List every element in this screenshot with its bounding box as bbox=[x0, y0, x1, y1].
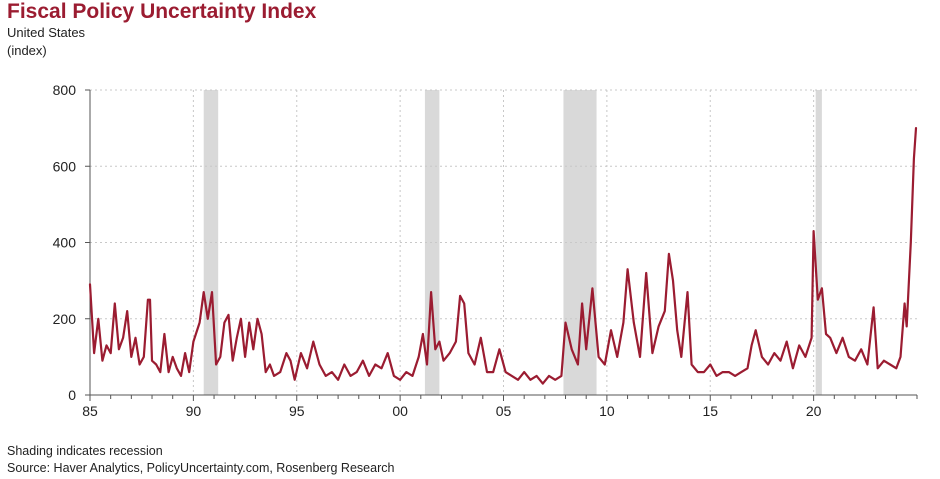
x-tick-label-4: 05 bbox=[496, 403, 512, 419]
x-tick-label-3: 00 bbox=[392, 403, 408, 419]
series-group bbox=[88, 127, 918, 385]
y-tick-label-0: 0 bbox=[68, 387, 76, 403]
y-tick-label-4: 800 bbox=[53, 82, 77, 98]
axes-group: 0 200 400 600 800 85 90 95 00 05 10 15 20 bbox=[53, 82, 918, 419]
x-tick-label-1: 90 bbox=[186, 403, 202, 419]
x-tick-label-7: 20 bbox=[806, 403, 822, 419]
chart-title: Fiscal Policy Uncertainty Index bbox=[7, 0, 317, 23]
series-line-0 bbox=[88, 127, 918, 385]
recession-note: Shading indicates recession bbox=[7, 444, 163, 458]
source-note: Source: Haver Analytics, PolicyUncertain… bbox=[7, 461, 395, 475]
x-tick-label-5: 10 bbox=[599, 403, 615, 419]
x-tick-label-0: 85 bbox=[82, 403, 98, 419]
x-tick-label-2: 95 bbox=[289, 403, 305, 419]
y-tick-label-2: 400 bbox=[53, 235, 77, 251]
y-tick-label-3: 600 bbox=[53, 158, 77, 174]
chart-subtitle: United States bbox=[7, 25, 86, 40]
x-tick-label-6: 15 bbox=[702, 403, 718, 419]
y-tick-label-1: 200 bbox=[53, 311, 77, 327]
line-chart: 0 200 400 600 800 85 90 95 00 05 10 15 20 bbox=[53, 82, 918, 419]
recession-band-3 bbox=[815, 90, 822, 395]
chart-units: (index) bbox=[7, 43, 47, 58]
